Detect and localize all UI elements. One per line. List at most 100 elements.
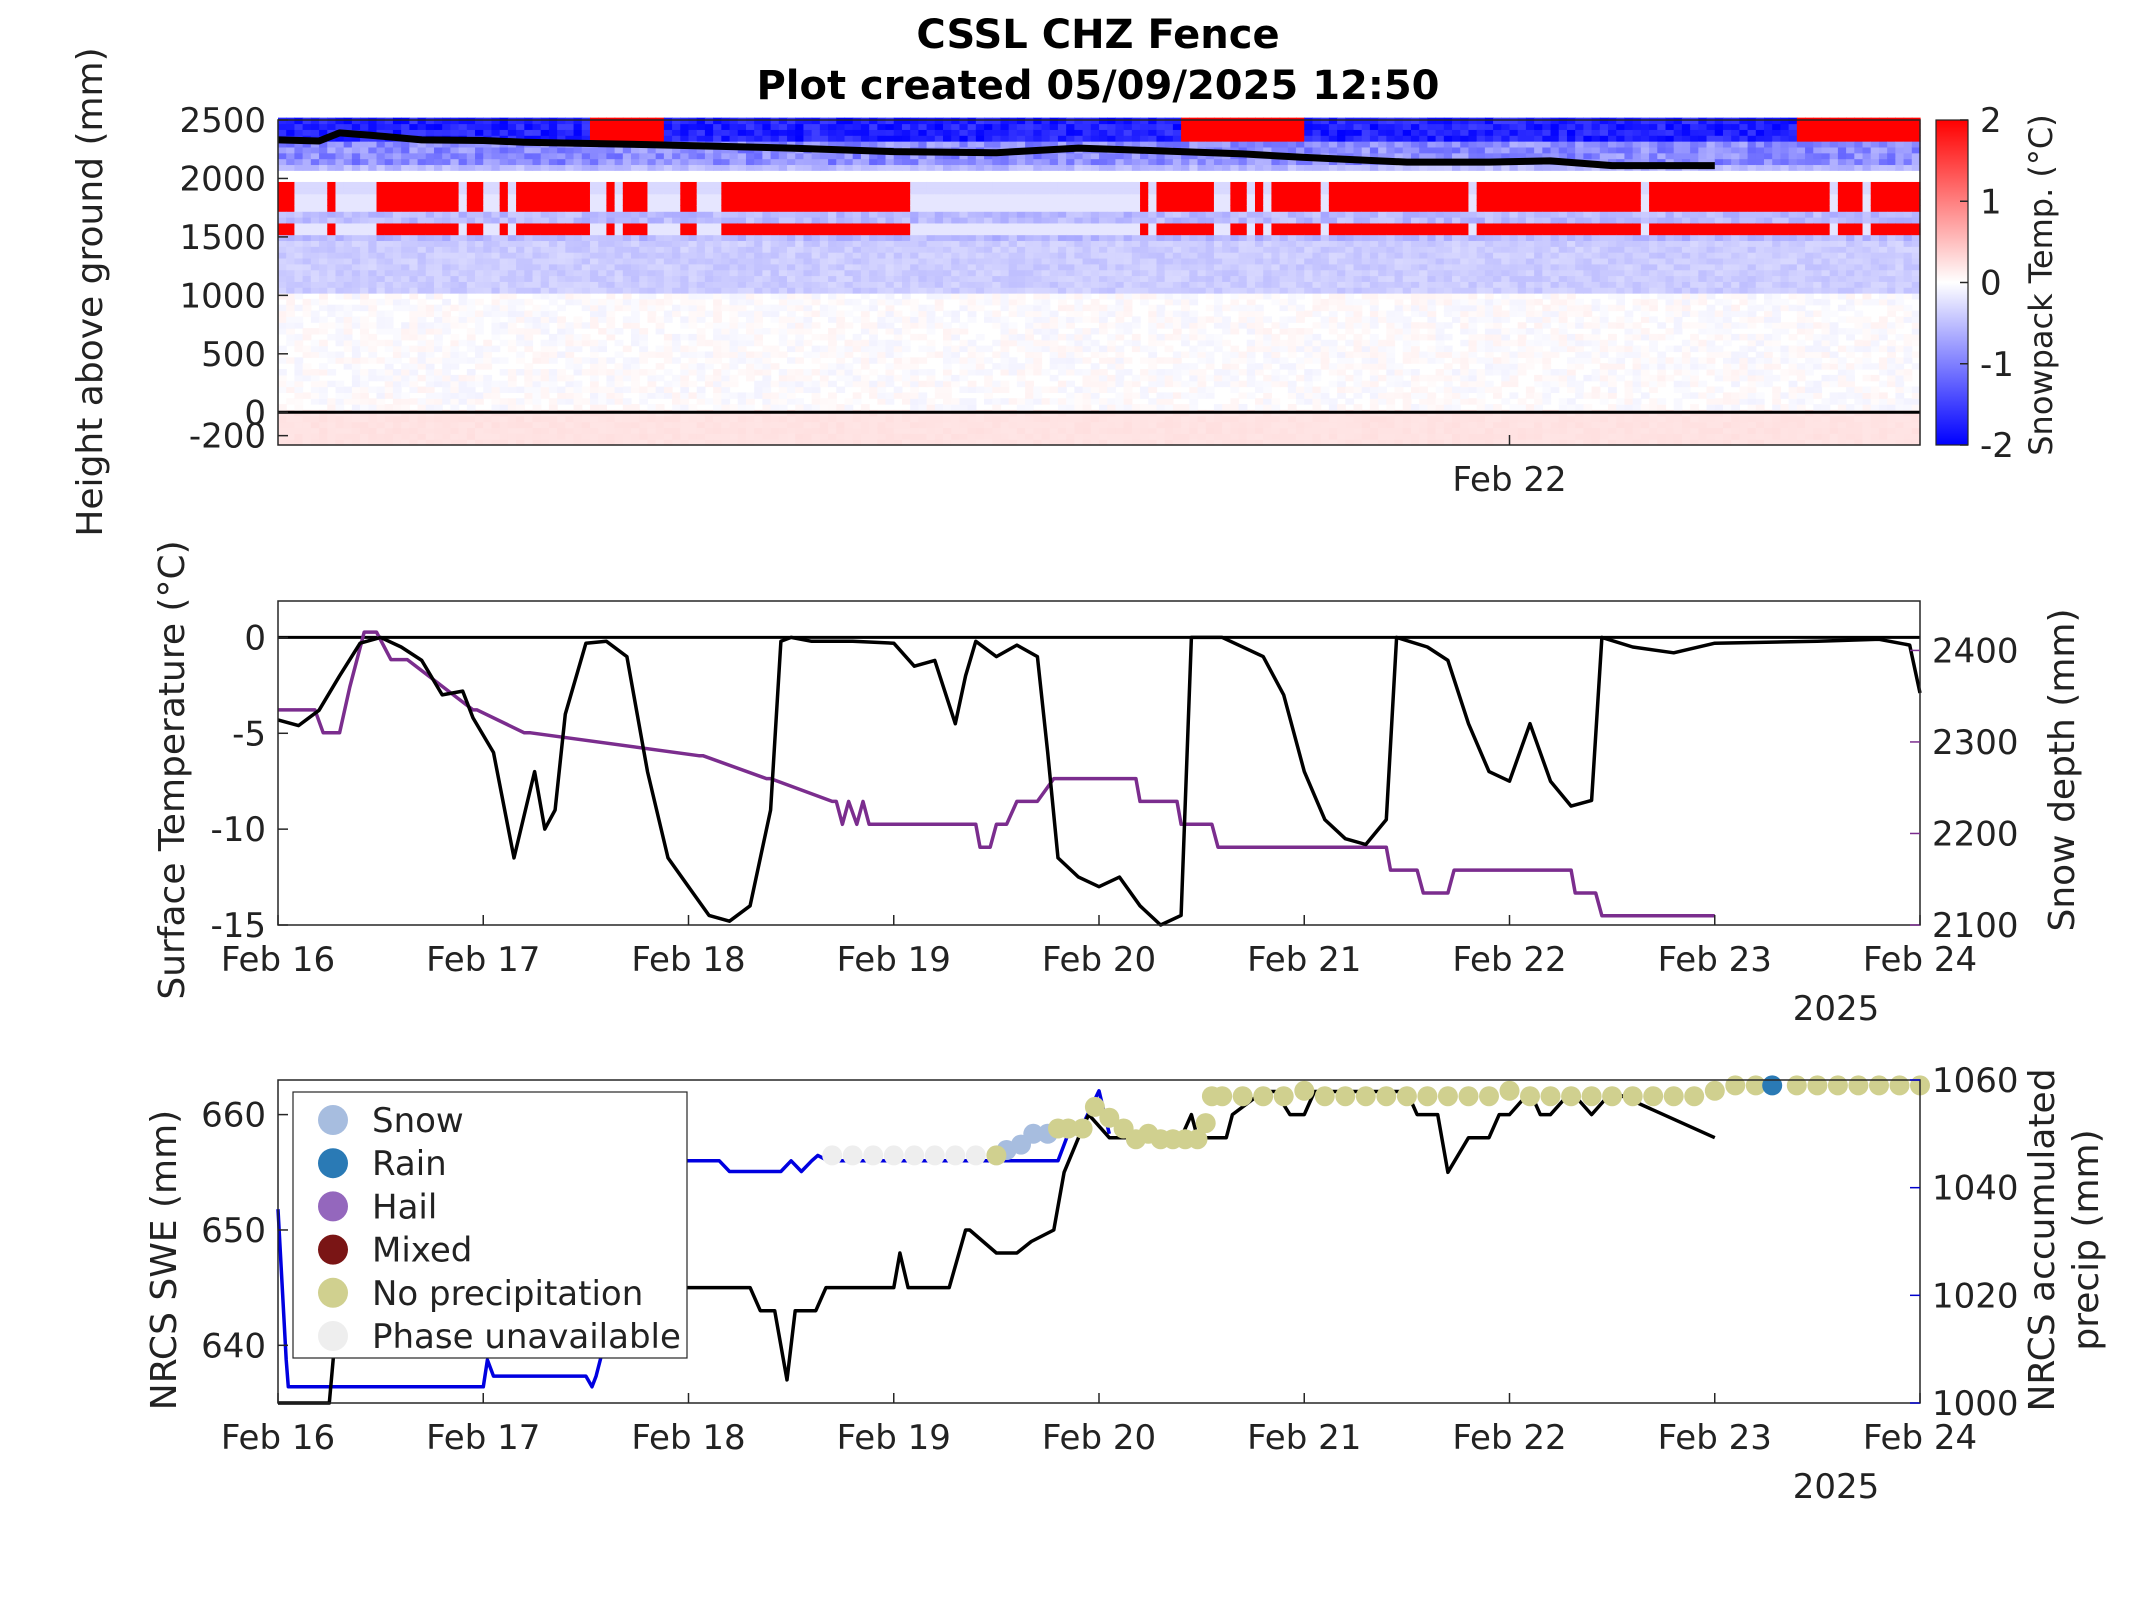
heatmap-cell <box>294 333 304 341</box>
heatmap-cell <box>745 257 755 265</box>
heatmap-cell <box>737 117 747 125</box>
heatmap-cell <box>475 269 484 277</box>
heatmap-cell <box>1074 217 1084 224</box>
heatmap-cell <box>343 181 353 189</box>
heatmap-cell <box>910 234 919 242</box>
heatmap-cell <box>688 339 698 347</box>
heatmap-cell <box>943 152 952 160</box>
heatmap-cell <box>499 240 509 247</box>
heatmap-cell <box>384 117 394 125</box>
heatmap-cell <box>852 333 862 341</box>
heatmap-cell <box>294 287 304 294</box>
heatmap-cell <box>491 240 501 247</box>
heatmap-cell <box>696 439 706 446</box>
heatmap-cell <box>507 415 517 423</box>
heatmap-cell <box>466 152 476 160</box>
heatmap-cell <box>475 252 484 259</box>
heatmap-cell <box>598 421 607 429</box>
heatmap-cell <box>1025 415 1034 423</box>
heatmap-cell <box>392 199 402 206</box>
heatmap-cell <box>680 398 690 405</box>
heatmap-cell <box>918 404 928 411</box>
heatmap-cell <box>860 415 870 423</box>
heatmap-cell <box>548 345 558 353</box>
heatmap-cell <box>975 333 985 341</box>
heatmap-cell <box>327 281 337 288</box>
heatmap-cell <box>1041 152 1051 160</box>
heatmap-cell <box>450 199 460 206</box>
heatmap-cell <box>631 164 640 171</box>
heatmap-cell <box>860 257 870 265</box>
heatmap-cell <box>392 117 402 125</box>
heatmap-cell <box>589 421 599 429</box>
heatmap-cell <box>934 135 944 142</box>
heatmap-cell <box>967 316 977 323</box>
heatmap-cell <box>1008 363 1018 370</box>
heatmap-cell <box>1033 439 1043 446</box>
heatmap-cell <box>466 217 476 224</box>
heatmap-cell <box>1074 141 1084 148</box>
heatmap-cell <box>819 234 829 242</box>
heatmap-cell <box>1008 427 1018 434</box>
heatmap-cell <box>910 322 919 329</box>
heatmap-cell <box>294 193 304 201</box>
heatmap-cell <box>975 158 985 166</box>
heatmap-cell <box>680 392 690 399</box>
heatmap-cell <box>639 211 649 218</box>
heatmap-cell <box>450 386 460 393</box>
heatmap-cell <box>729 135 739 142</box>
heatmap-cell <box>384 129 394 136</box>
heatmap-cell <box>984 269 993 277</box>
heatmap-cell <box>614 123 624 130</box>
heatmap-cell <box>885 439 895 446</box>
heatmap-cell <box>770 211 780 218</box>
heatmap-cell <box>335 240 345 247</box>
heatmap-cell <box>401 363 410 370</box>
heatmap-cell <box>959 328 969 335</box>
heatmap-cell <box>409 415 419 423</box>
heatmap-cell <box>1107 269 1117 277</box>
heatmap-cell <box>433 415 443 423</box>
heatmap-cell <box>696 333 706 341</box>
heatmap-cell <box>754 199 763 206</box>
heatmap-cell <box>343 117 353 125</box>
heatmap-cell <box>1057 158 1067 166</box>
heatmap-cell <box>860 304 870 312</box>
heatmap-cell <box>409 287 419 294</box>
heatmap-cell <box>606 129 616 136</box>
heatmap-cell <box>442 228 452 236</box>
heatmap-cell <box>655 257 665 265</box>
heatmap-cell <box>392 433 402 440</box>
heatmap-cell <box>754 135 763 142</box>
heatmap-cell <box>507 240 517 247</box>
heatmap-cell <box>417 158 427 166</box>
heatmap-cell <box>425 310 435 318</box>
heatmap-cell <box>302 427 312 434</box>
heatmap-cell <box>762 386 772 393</box>
heatmap-cell <box>1074 404 1084 411</box>
heatmap-cell <box>433 199 443 206</box>
heatmap-cell <box>360 369 369 376</box>
heatmap-cell <box>606 164 616 171</box>
heatmap-cell <box>343 357 353 364</box>
heatmap-cell <box>286 298 296 306</box>
heatmap-cell <box>778 217 788 224</box>
heatmap-cell <box>294 129 304 136</box>
heatmap-cell <box>877 187 887 195</box>
heatmap-cell <box>860 205 870 212</box>
heatmap-cell <box>828 339 837 347</box>
heatmap-cell <box>885 205 895 212</box>
heatmap-cell <box>631 129 640 136</box>
heatmap-cell <box>795 152 805 160</box>
heatmap-cell <box>507 293 517 300</box>
heatmap-cell <box>737 298 747 306</box>
heatmap-cell <box>1074 187 1084 195</box>
heatmap-cell <box>433 439 443 446</box>
heatmap-cell <box>278 257 287 265</box>
heatmap-cell <box>425 415 435 423</box>
heatmap-cell <box>672 187 681 195</box>
heatmap-cell <box>1066 158 1075 166</box>
heatmap-cell <box>278 211 287 218</box>
heatmap-cell <box>1074 269 1084 277</box>
heatmap-cell <box>1049 199 1059 206</box>
